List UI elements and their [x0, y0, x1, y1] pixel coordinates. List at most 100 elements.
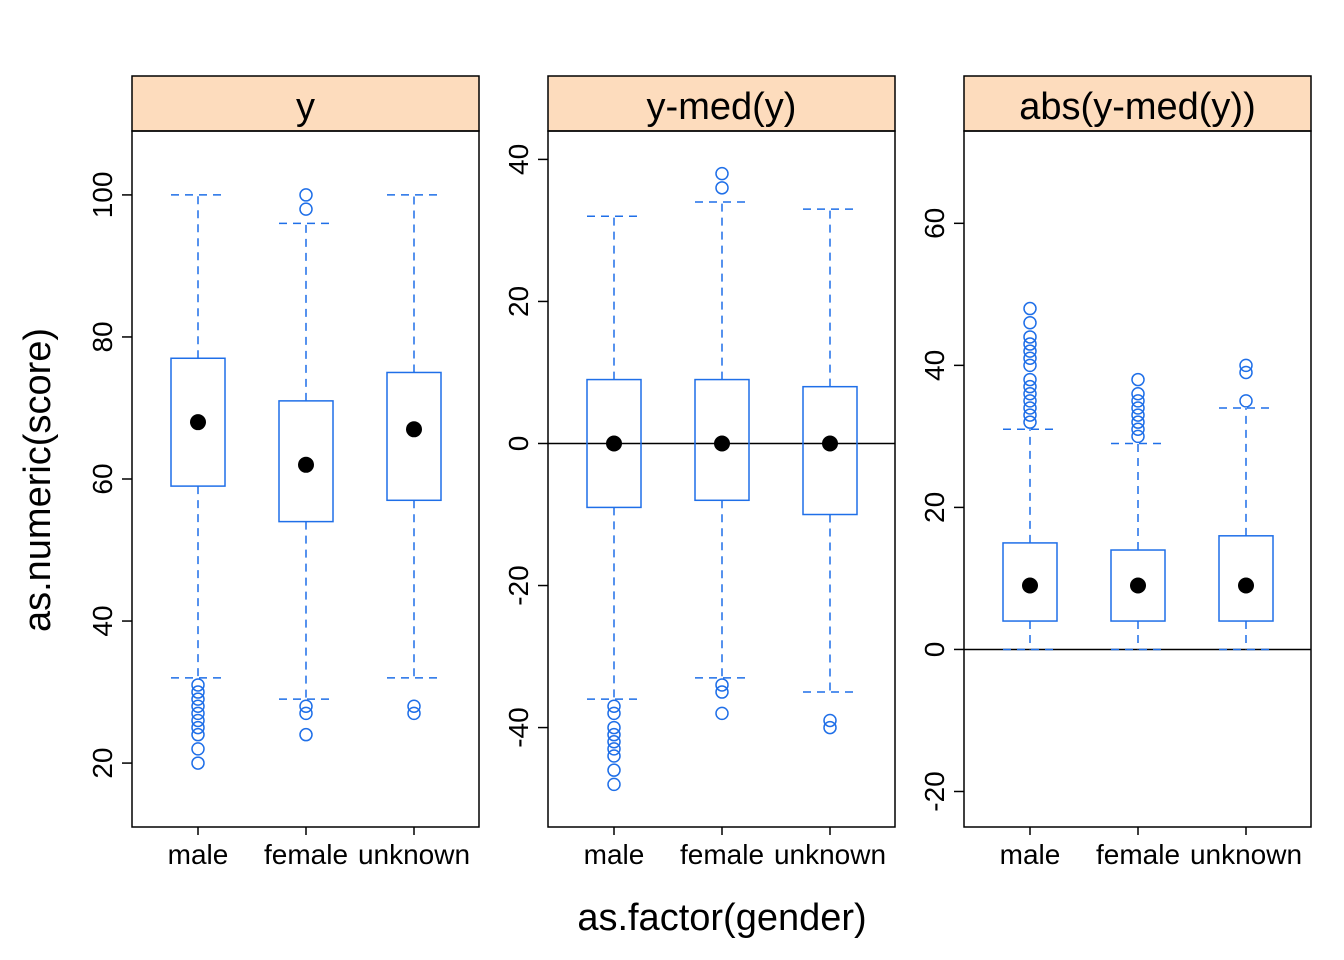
outlier-point — [823, 713, 837, 728]
outlier-point — [299, 699, 313, 714]
y-tick-label: 20 — [919, 492, 950, 523]
outlier-point — [715, 706, 729, 721]
panel-strip-label: abs(y-med(y)) — [1019, 86, 1255, 128]
outlier-point — [1131, 422, 1145, 437]
panel-strip — [547, 75, 896, 132]
outlier-point — [1023, 394, 1037, 408]
outlier-point — [1131, 429, 1145, 444]
outlier-point — [607, 727, 621, 742]
median-dot — [406, 421, 422, 438]
y-tick-label: 40 — [87, 605, 118, 636]
x-tick-label: male — [1000, 839, 1061, 870]
outlier-point — [1131, 415, 1145, 429]
panel-strip — [131, 75, 480, 132]
outlier-point — [1239, 394, 1253, 408]
outlier-point — [1023, 401, 1037, 415]
panel-frame — [131, 130, 480, 828]
outlier-point — [823, 720, 837, 735]
box-iqr — [1002, 542, 1058, 622]
outlier-point — [1023, 415, 1037, 429]
box-iqr — [694, 378, 750, 502]
y-tick-label: -20 — [919, 771, 950, 811]
box-iqr — [802, 385, 858, 516]
outlier-point — [299, 188, 313, 202]
median-dot — [298, 456, 314, 473]
y-tick-label: 20 — [87, 748, 118, 779]
y-tick-label: -40 — [503, 707, 534, 747]
y-tick-label: 20 — [503, 286, 534, 317]
outlier-point — [191, 699, 205, 714]
x-tick-label: male — [168, 839, 229, 870]
outlier-point — [299, 727, 313, 742]
outlier-point — [191, 720, 205, 735]
median-dot — [190, 414, 206, 431]
outlier-point — [715, 181, 729, 195]
x-tick-label: unknown — [1190, 839, 1302, 870]
outlier-point — [299, 706, 313, 721]
outlier-point — [607, 742, 621, 756]
outlier-point — [299, 202, 313, 216]
panel-strip-label: y — [296, 86, 315, 128]
outlier-point — [1131, 401, 1145, 415]
outlier-point — [607, 699, 621, 714]
outlier-point — [1023, 358, 1037, 373]
outlier-point — [715, 678, 729, 692]
x-axis-title: as.factor(gender) — [577, 897, 866, 939]
outlier-point — [1131, 387, 1145, 401]
outlier-point — [191, 692, 205, 706]
outlier-point — [1023, 337, 1037, 351]
outlier-point — [1131, 372, 1145, 387]
outlier-point — [191, 678, 205, 692]
y-tick-label: -20 — [503, 565, 534, 605]
outlier-point — [1023, 379, 1037, 394]
outlier-point — [607, 720, 621, 735]
median-dot — [1130, 577, 1146, 594]
outlier-point — [715, 685, 729, 699]
outlier-point — [191, 685, 205, 699]
y-tick-label: 100 — [87, 172, 118, 219]
y-tick-label: 0 — [503, 436, 534, 452]
outlier-point — [1023, 344, 1037, 358]
y-tick-label: 40 — [919, 350, 950, 381]
x-tick-label: unknown — [774, 839, 886, 870]
outlier-point — [191, 756, 205, 770]
y-tick-label: 60 — [87, 463, 118, 494]
outlier-point — [607, 735, 621, 749]
panel-strip — [963, 75, 1312, 132]
outlier-point — [715, 166, 729, 181]
outlier-point — [607, 777, 621, 792]
y-tick-label: 60 — [919, 208, 950, 239]
outlier-point — [1131, 394, 1145, 408]
box-iqr — [278, 400, 334, 523]
box-iqr — [586, 378, 642, 509]
outlier-point — [1023, 351, 1037, 366]
x-tick-label: female — [1096, 839, 1180, 870]
outlier-point — [607, 706, 621, 721]
outlier-point — [1023, 372, 1037, 387]
box-iqr — [386, 371, 442, 502]
outlier-point — [191, 742, 205, 756]
y-tick-label: 80 — [87, 321, 118, 352]
x-tick-label: unknown — [358, 839, 470, 870]
y-tick-label: 0 — [919, 642, 950, 658]
panel-strip-label: y-med(y) — [647, 86, 797, 128]
y-axis-title: as.numeric(score) — [17, 328, 59, 632]
outlier-point — [191, 713, 205, 728]
x-tick-label: female — [680, 839, 764, 870]
x-tick-label: female — [264, 839, 348, 870]
outlier-point — [1023, 301, 1037, 316]
y-tick-label: 40 — [503, 144, 534, 175]
outlier-point — [1131, 408, 1145, 422]
outlier-point — [607, 749, 621, 763]
median-dot — [606, 435, 622, 452]
median-dot — [714, 435, 730, 452]
box-iqr — [170, 357, 226, 487]
outlier-point — [1239, 365, 1253, 380]
median-dot — [822, 435, 838, 452]
outlier-point — [1023, 316, 1037, 330]
outlier-point — [607, 763, 621, 777]
outlier-point — [1023, 330, 1037, 344]
median-dot — [1238, 577, 1254, 594]
outlier-point — [1023, 387, 1037, 401]
outlier-point — [191, 727, 205, 742]
